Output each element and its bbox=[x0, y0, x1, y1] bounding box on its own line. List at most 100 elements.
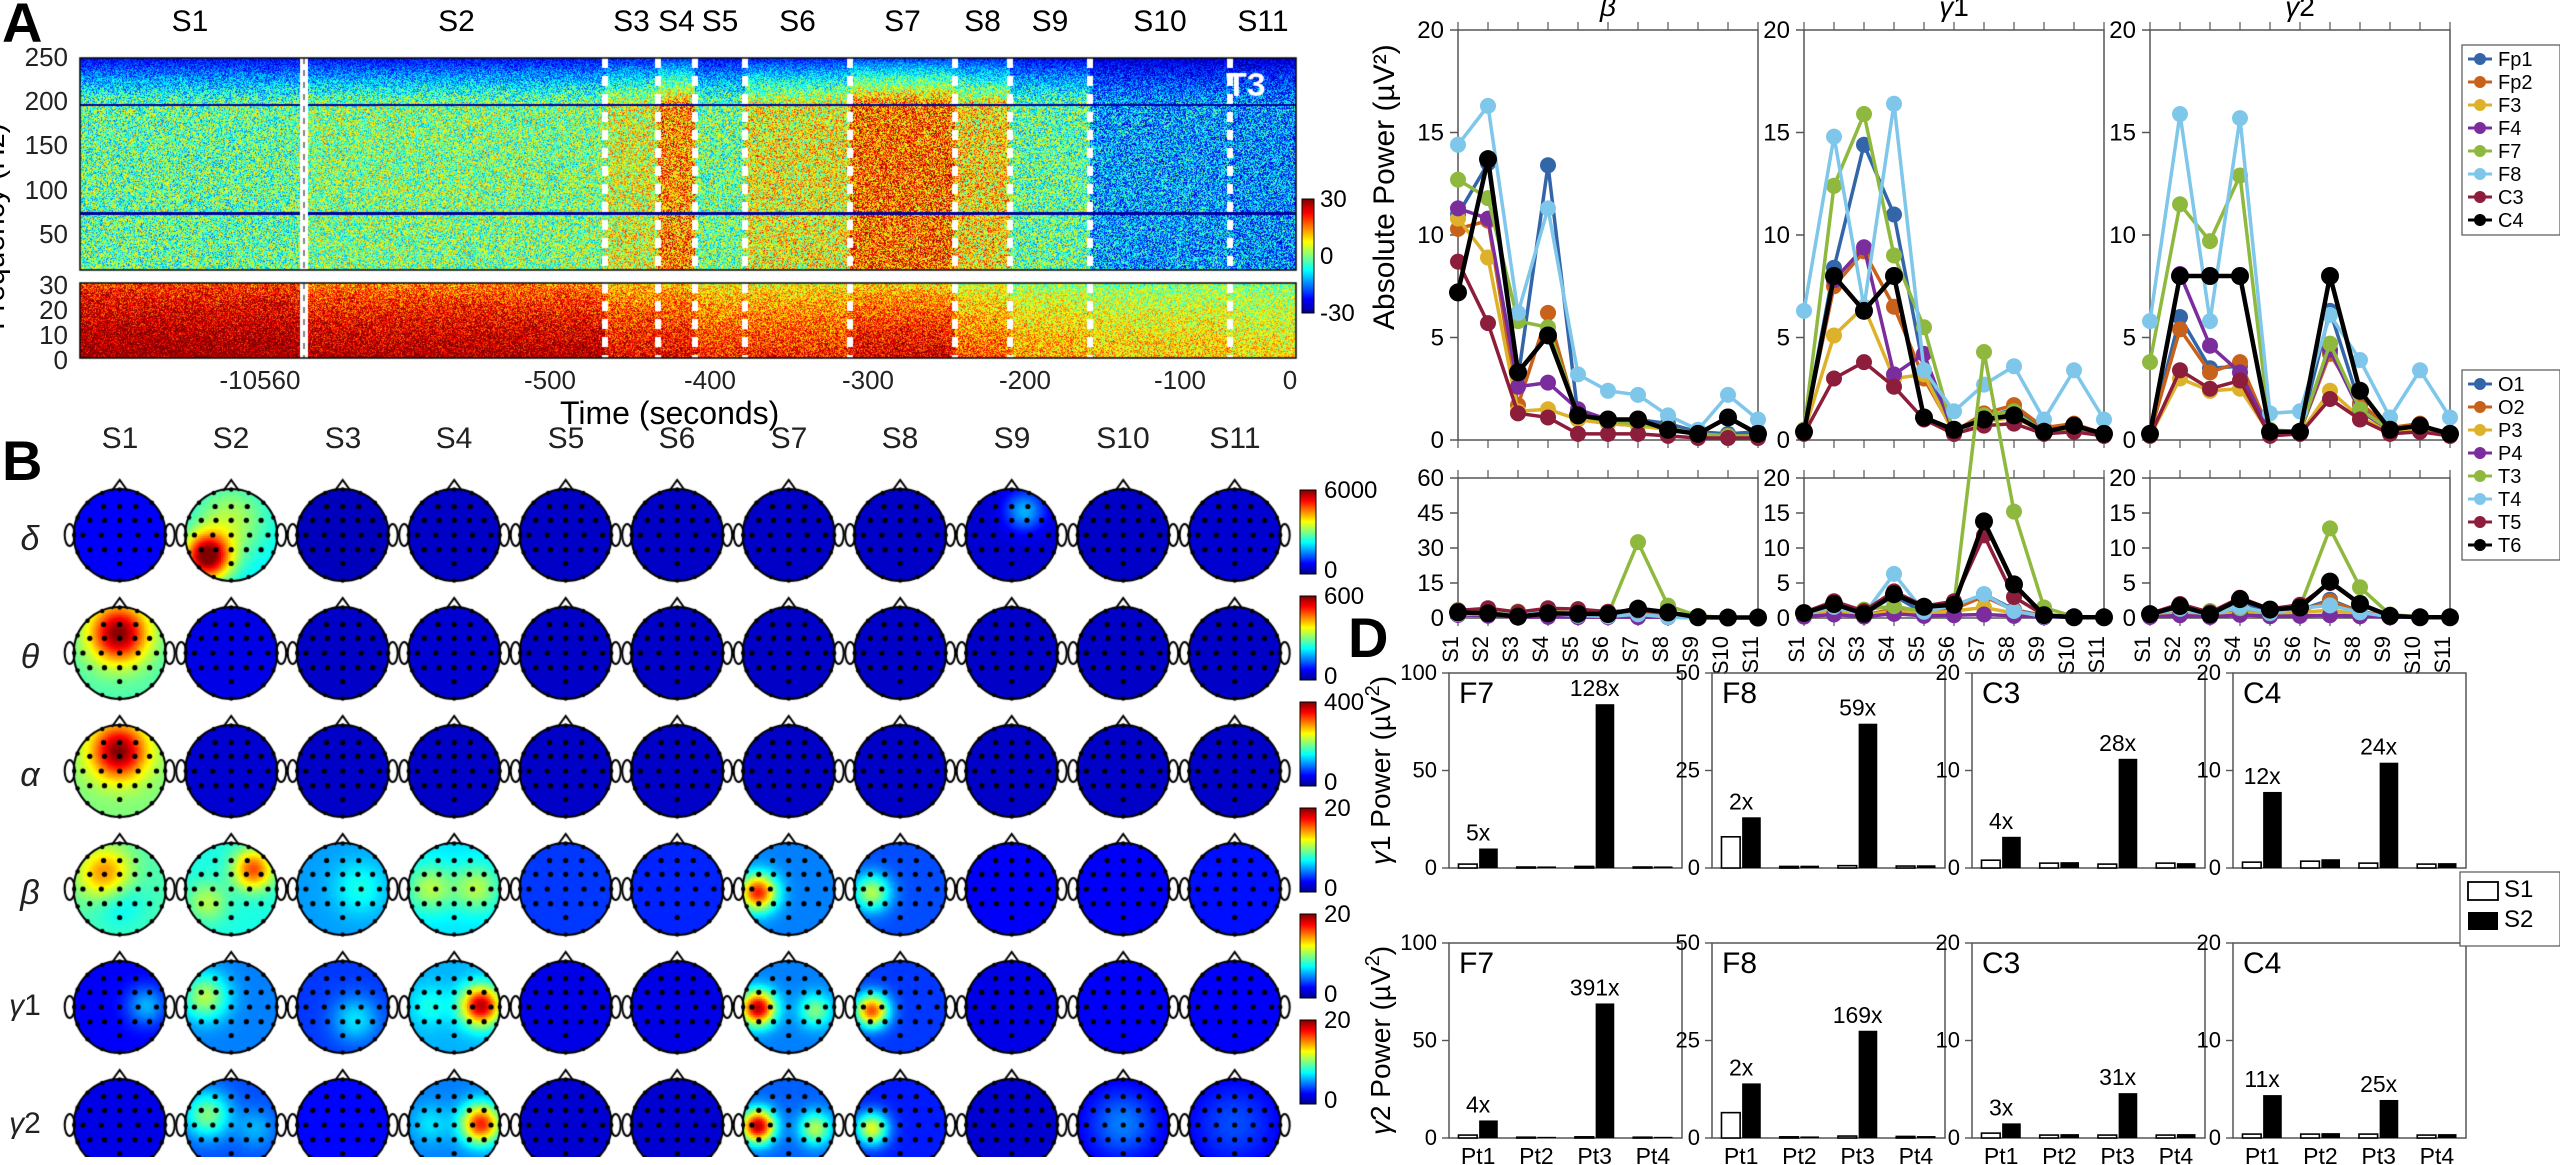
svg-text:T3: T3 bbox=[2498, 466, 2521, 488]
svg-text:10: 10 bbox=[2109, 535, 2136, 562]
svg-text:20: 20 bbox=[1324, 795, 1351, 822]
svg-text:128x: 128x bbox=[1570, 675, 1620, 701]
svg-text:30: 30 bbox=[1417, 535, 1444, 562]
svg-text:C4: C4 bbox=[2243, 677, 2281, 710]
svg-text:0: 0 bbox=[1425, 855, 1437, 880]
svg-text:400: 400 bbox=[1324, 689, 1364, 716]
svg-text:Pt1: Pt1 bbox=[1461, 1143, 1496, 1165]
svg-text:F7: F7 bbox=[1459, 677, 1494, 710]
svg-text:5: 5 bbox=[2123, 570, 2136, 597]
svg-text:15: 15 bbox=[1763, 500, 1790, 527]
svg-text:10: 10 bbox=[2109, 222, 2136, 249]
svg-text:Pt4: Pt4 bbox=[2420, 1143, 2455, 1165]
svg-text:Pt2: Pt2 bbox=[2042, 1143, 2077, 1165]
svg-text:100: 100 bbox=[1400, 660, 1437, 685]
svg-text:20: 20 bbox=[1763, 465, 1790, 492]
svg-text:24x: 24x bbox=[2360, 734, 2398, 760]
svg-text:6000: 6000 bbox=[1324, 477, 1377, 504]
svg-text:0: 0 bbox=[1320, 243, 1333, 270]
svg-text:F8: F8 bbox=[1722, 677, 1757, 710]
svg-text:10: 10 bbox=[1417, 222, 1444, 249]
svg-text:45: 45 bbox=[1417, 500, 1444, 527]
svg-text:S2: S2 bbox=[2504, 906, 2533, 933]
svg-text:5x: 5x bbox=[1466, 820, 1491, 846]
svg-text:C3: C3 bbox=[1982, 677, 2020, 710]
svg-text:F7: F7 bbox=[1459, 947, 1494, 980]
svg-text:12x: 12x bbox=[2244, 763, 2282, 789]
svg-text:20: 20 bbox=[1936, 660, 1960, 685]
svg-text:10: 10 bbox=[1763, 535, 1790, 562]
svg-text:Pt1: Pt1 bbox=[1984, 1143, 2019, 1165]
svg-text:10: 10 bbox=[2197, 758, 2221, 783]
svg-text:0: 0 bbox=[1425, 1125, 1437, 1150]
svg-text:15: 15 bbox=[1417, 120, 1444, 147]
svg-text:F8: F8 bbox=[2498, 164, 2521, 186]
svg-text:20: 20 bbox=[1417, 17, 1444, 44]
svg-text:4x: 4x bbox=[1466, 1091, 1491, 1117]
svg-text:5: 5 bbox=[1777, 325, 1790, 352]
svg-text:γ2: γ2 bbox=[2285, 0, 2315, 22]
svg-text:10: 10 bbox=[2197, 1028, 2221, 1053]
svg-text:C3: C3 bbox=[1982, 947, 2020, 980]
svg-text:25: 25 bbox=[1676, 1028, 1700, 1053]
svg-text:F8: F8 bbox=[1722, 947, 1757, 980]
svg-text:P4: P4 bbox=[2498, 443, 2522, 465]
svg-text:50: 50 bbox=[1413, 758, 1437, 783]
svg-text:Pt3: Pt3 bbox=[1840, 1143, 1875, 1165]
svg-text:28x: 28x bbox=[2099, 730, 2137, 756]
svg-text:Fp2: Fp2 bbox=[2498, 72, 2532, 94]
svg-text:0: 0 bbox=[1324, 663, 1337, 690]
svg-text:Fp1: Fp1 bbox=[2498, 49, 2532, 71]
svg-text:C4: C4 bbox=[2498, 210, 2524, 232]
svg-text:20: 20 bbox=[2197, 660, 2221, 685]
svg-text:10: 10 bbox=[1936, 1028, 1960, 1053]
svg-text:Pt3: Pt3 bbox=[2100, 1143, 2135, 1165]
svg-text:50: 50 bbox=[1413, 1028, 1437, 1053]
svg-text:0: 0 bbox=[2209, 855, 2221, 880]
svg-text:5: 5 bbox=[1777, 570, 1790, 597]
svg-text:F4: F4 bbox=[2498, 118, 2521, 140]
svg-text:15: 15 bbox=[2109, 120, 2136, 147]
svg-text:γ1: γ1 bbox=[1939, 0, 1969, 22]
svg-text:P3: P3 bbox=[2498, 420, 2522, 442]
svg-text:Pt2: Pt2 bbox=[2303, 1143, 2338, 1165]
svg-text:Pt4: Pt4 bbox=[1899, 1143, 1934, 1165]
svg-text:20: 20 bbox=[1936, 930, 1960, 955]
svg-text:O2: O2 bbox=[2498, 397, 2525, 419]
svg-text:Pt4: Pt4 bbox=[1636, 1143, 1671, 1165]
svg-text:20: 20 bbox=[2109, 465, 2136, 492]
svg-text:F7: F7 bbox=[2498, 141, 2521, 163]
svg-text:100: 100 bbox=[1400, 930, 1437, 955]
svg-text:Pt2: Pt2 bbox=[1782, 1143, 1817, 1165]
svg-text:20: 20 bbox=[1763, 17, 1790, 44]
svg-text:0: 0 bbox=[1688, 1125, 1700, 1150]
svg-text:Pt4: Pt4 bbox=[2159, 1143, 2194, 1165]
svg-text:T5: T5 bbox=[2498, 512, 2521, 534]
svg-text:0: 0 bbox=[2209, 1125, 2221, 1150]
svg-text:0: 0 bbox=[1948, 855, 1960, 880]
svg-text:0: 0 bbox=[1688, 855, 1700, 880]
svg-text:T6: T6 bbox=[2498, 535, 2521, 557]
svg-text:β: β bbox=[1599, 0, 1616, 22]
svg-text:31x: 31x bbox=[2099, 1064, 2137, 1090]
svg-text:0: 0 bbox=[1324, 875, 1337, 902]
svg-text:25: 25 bbox=[1676, 758, 1700, 783]
svg-text:391x: 391x bbox=[1570, 974, 1620, 1000]
svg-text:3x: 3x bbox=[1989, 1094, 2014, 1120]
svg-text:Pt2: Pt2 bbox=[1519, 1143, 1554, 1165]
svg-text:0: 0 bbox=[2123, 427, 2136, 454]
svg-text:59x: 59x bbox=[1839, 695, 1877, 721]
svg-text:2x: 2x bbox=[1729, 788, 1754, 814]
svg-text:Pt1: Pt1 bbox=[1724, 1143, 1759, 1165]
svg-text:C3: C3 bbox=[2498, 187, 2524, 209]
svg-text:γ1 Power (µV2): γ1 Power (µV2) bbox=[1362, 676, 1396, 865]
svg-text:60: 60 bbox=[1417, 465, 1444, 492]
svg-text:5: 5 bbox=[2123, 325, 2136, 352]
svg-text:-30: -30 bbox=[1320, 300, 1355, 327]
svg-text:O1: O1 bbox=[2498, 374, 2525, 396]
svg-text:0: 0 bbox=[1324, 981, 1337, 1008]
svg-text:C4: C4 bbox=[2243, 947, 2281, 980]
svg-text:20: 20 bbox=[2109, 17, 2136, 44]
svg-text:γ2 Power (µV2): γ2 Power (µV2) bbox=[1362, 946, 1396, 1135]
svg-text:F3: F3 bbox=[2498, 95, 2521, 117]
